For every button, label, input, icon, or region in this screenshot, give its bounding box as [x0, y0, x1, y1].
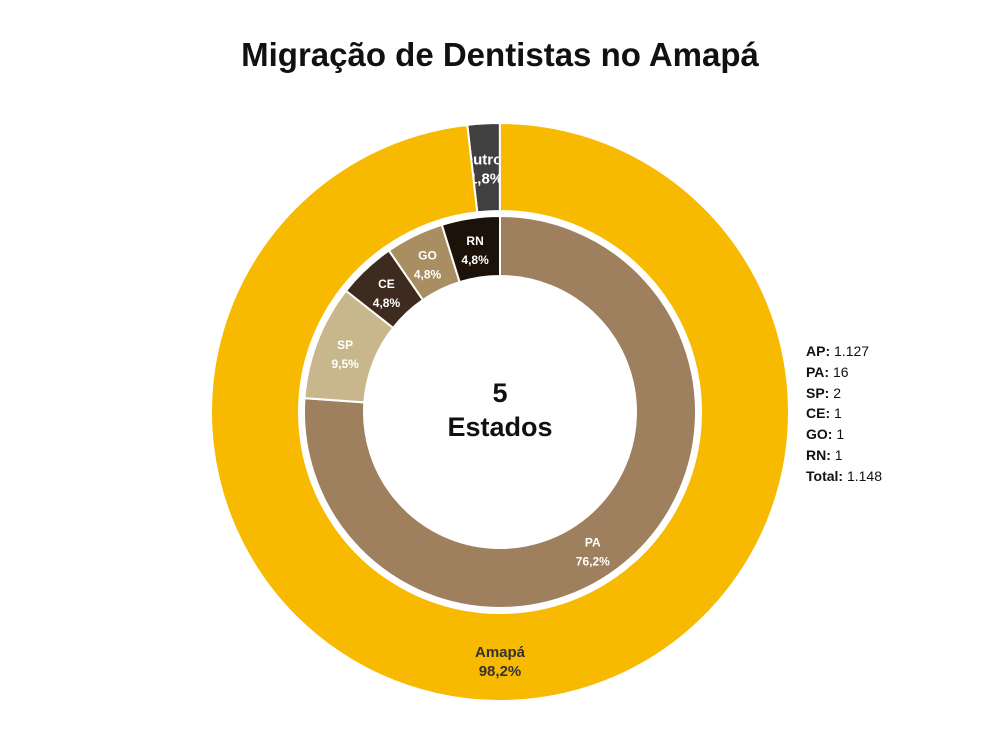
- legend-key: AP:: [806, 343, 831, 359]
- outer-value-outros: 1,8%: [469, 170, 503, 187]
- legend-value: 16: [832, 363, 849, 380]
- legend-key: SP:: [806, 384, 830, 401]
- outer-label-amapa: Amapá: [475, 644, 526, 661]
- legend-key: PA:: [806, 363, 830, 380]
- inner-slice-rn: [440, 214, 501, 284]
- legend-item-ce: CE: 1: [806, 403, 882, 424]
- legend-value: 2: [833, 384, 842, 401]
- inner-value-go: 4,8%: [414, 268, 442, 282]
- legend-key: CE:: [806, 405, 831, 422]
- legend: AP: 1.127 PA: 16 SP: 2 CE: 1 GO: 1 RN: 1…: [806, 341, 882, 487]
- inner-slice-pa: [303, 214, 697, 609]
- inner-label-sp: SP: [337, 338, 353, 352]
- legend-item-pa: PA: 16: [806, 362, 882, 383]
- outer-slice-amapa: [210, 121, 790, 702]
- legend-item-total: Total: 1.148: [806, 466, 882, 487]
- inner-label-go: GO: [418, 249, 437, 263]
- legend-value: 1.148: [846, 467, 883, 484]
- inner-value-sp: 9,5%: [331, 357, 359, 371]
- legend-item-ap: AP: 1.127: [806, 341, 882, 362]
- inner-value-pa: 76,2%: [576, 555, 610, 569]
- outer-label-outros: Outros: [461, 151, 510, 168]
- legend-value: 1: [836, 426, 845, 443]
- legend-item-sp: SP: 2: [806, 383, 882, 404]
- outer-value-amapa: 98,2%: [479, 663, 522, 680]
- inner-value-ce: 4,8%: [373, 296, 401, 310]
- legend-item-rn: RN: 1: [806, 445, 882, 466]
- legend-key: RN:: [806, 446, 831, 463]
- chart-title: Migração de Dentistas no Amapá: [241, 36, 759, 73]
- inner-label-rn: RN: [466, 234, 483, 248]
- legend-value: 1: [834, 405, 842, 422]
- inner-value-rn: 4,8%: [461, 253, 489, 267]
- center-label: 5 Estados: [400, 376, 600, 444]
- legend-key: Total:: [806, 467, 844, 484]
- inner-label-ce: CE: [378, 277, 395, 291]
- legend-value: 1.127: [834, 343, 870, 359]
- legend-item-go: GO: 1: [806, 424, 882, 445]
- inner-label-pa: PA: [585, 536, 601, 550]
- center-label-text: Estados: [447, 412, 553, 442]
- center-label-count: 5: [492, 378, 508, 408]
- legend-value: 1: [834, 446, 843, 463]
- legend-key: GO:: [806, 426, 833, 443]
